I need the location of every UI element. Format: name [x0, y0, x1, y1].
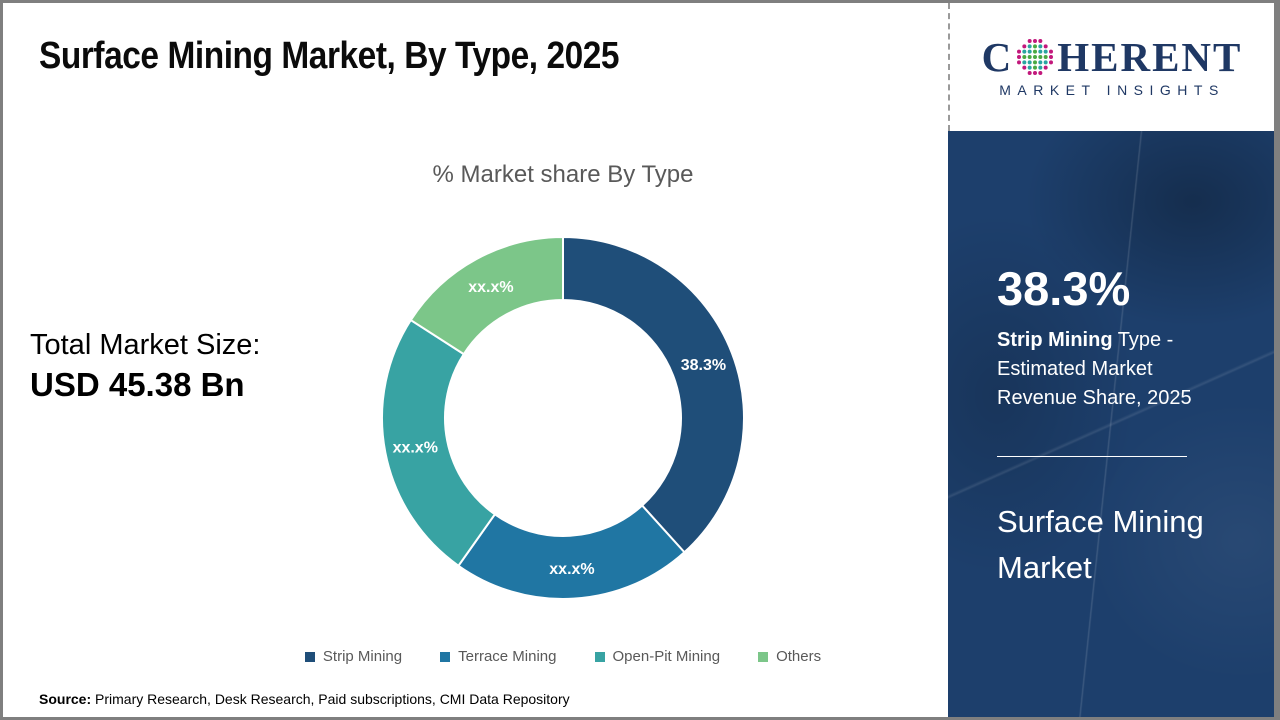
globe-dot — [1033, 44, 1038, 49]
globe-dot — [1017, 60, 1022, 65]
brand-logo-word-start: C — [981, 33, 1014, 80]
donut-segment-label: xx.x% — [468, 279, 513, 296]
globe-dot — [1017, 55, 1022, 59]
sidebar-stat-rest: Type - Estimated Market Revenue Share, 2… — [997, 329, 1192, 409]
globe-dot — [1027, 71, 1032, 75]
globe-dot — [1038, 49, 1043, 54]
legend-item-strip-mining: Strip Mining — [304, 648, 403, 665]
sidebar-stat-highlight: Strip Mining — [997, 329, 1113, 351]
globe-dot — [1033, 39, 1038, 43]
total-market-size-label: Total Market Size: — [30, 329, 261, 361]
globe-dot — [1038, 60, 1043, 65]
globe-dot — [1043, 65, 1048, 70]
donut-segment-label: 38.3% — [681, 357, 726, 374]
legend-label: Terrace Mining — [458, 648, 557, 665]
sidebar-stat-value: 38.3% — [997, 262, 1131, 315]
globe-dot — [1022, 65, 1027, 70]
globe-dots-icon — [1017, 39, 1054, 75]
globe-dot — [1022, 60, 1027, 65]
globe-dot — [1017, 49, 1022, 54]
globe-dot — [1049, 49, 1054, 54]
donut-chart: 38.3% xx.x% xx.x% xx.x% — [381, 235, 745, 600]
globe-dot — [1043, 60, 1048, 65]
highlight-sidebar: 38.3% Strip Mining Type - Estimated Mark… — [948, 131, 1274, 717]
source-note: Source: Primary Research, Desk Research,… — [39, 691, 570, 707]
page-title: Surface Mining Market, By Type, 2025 — [39, 35, 620, 77]
legend-label: Others — [776, 648, 822, 665]
globe-dot — [1027, 65, 1032, 70]
legend-label: Open-Pit Mining — [612, 648, 721, 665]
legend-item-terrace-mining: Terrace Mining — [440, 648, 557, 665]
legend-swatch-icon — [440, 651, 451, 662]
sidebar-market-name: Surface Mining Market — [997, 504, 1204, 585]
globe-dot — [1027, 44, 1032, 49]
globe-dot — [1022, 49, 1027, 54]
donut-chart-container: 38.3% xx.x% xx.x% xx.x% — [363, 218, 763, 618]
legend-item-open-pit-mining: Open-Pit Mining — [594, 648, 721, 665]
globe-dot — [1033, 71, 1038, 75]
legend-swatch-icon — [758, 651, 769, 662]
globe-dot — [1033, 60, 1038, 65]
globe-dot — [1043, 55, 1048, 59]
globe-dot — [1027, 49, 1032, 54]
globe-dot — [1027, 60, 1032, 65]
globe-dot — [1038, 39, 1043, 43]
legend-item-others: Others — [758, 648, 821, 665]
globe-dot — [1049, 60, 1054, 65]
globe-dot — [1043, 49, 1048, 54]
globe-dot — [1033, 65, 1038, 70]
legend-label: Strip Mining — [322, 648, 403, 665]
sidebar-stat-description: Strip Mining Type - Estimated Market Rev… — [997, 326, 1229, 413]
source-text: Primary Research, Desk Research, Paid su… — [91, 691, 570, 707]
globe-dot — [1038, 65, 1043, 70]
donut-segment-label: xx.x% — [549, 561, 594, 578]
brand-logo: C HERENT MARKET INSIGHTS — [948, 3, 1274, 131]
legend-swatch-icon — [304, 651, 315, 662]
globe-dot — [1033, 55, 1038, 59]
globe-dot — [1027, 55, 1032, 59]
brand-logo-word-end: HERENT — [1057, 33, 1243, 80]
legend-swatch-icon — [594, 651, 605, 662]
brand-logo-wordmark: C HERENT — [981, 33, 1243, 80]
globe-dot — [1038, 71, 1043, 75]
globe-dot — [1027, 39, 1032, 43]
globe-dot — [1022, 44, 1027, 49]
globe-dot — [1043, 44, 1048, 49]
donut-segment-label: xx.x% — [393, 440, 438, 457]
sidebar-divider — [997, 456, 1187, 457]
globe-dot — [1022, 55, 1027, 59]
total-market-size-value: USD 45.38 Bn — [30, 366, 245, 403]
brand-logo-tagline: MARKET INSIGHTS — [999, 81, 1225, 98]
globe-dot — [1033, 49, 1038, 54]
donut-segment-open-pit-mining — [381, 318, 497, 568]
donut-segment-strip-mining — [562, 235, 745, 554]
globe-dot — [1049, 55, 1054, 59]
chart-title: % Market share By Type — [432, 161, 694, 188]
globe-dot — [1038, 55, 1043, 59]
total-market-size-block: Total Market Size: USD 45.38 Bn — [30, 326, 260, 406]
chart-legend: Strip Mining Terrace Mining Open-Pit Min… — [175, 648, 951, 665]
source-label: Source: — [39, 691, 92, 707]
globe-dot — [1038, 44, 1043, 49]
donut-segment-others — [409, 235, 564, 356]
